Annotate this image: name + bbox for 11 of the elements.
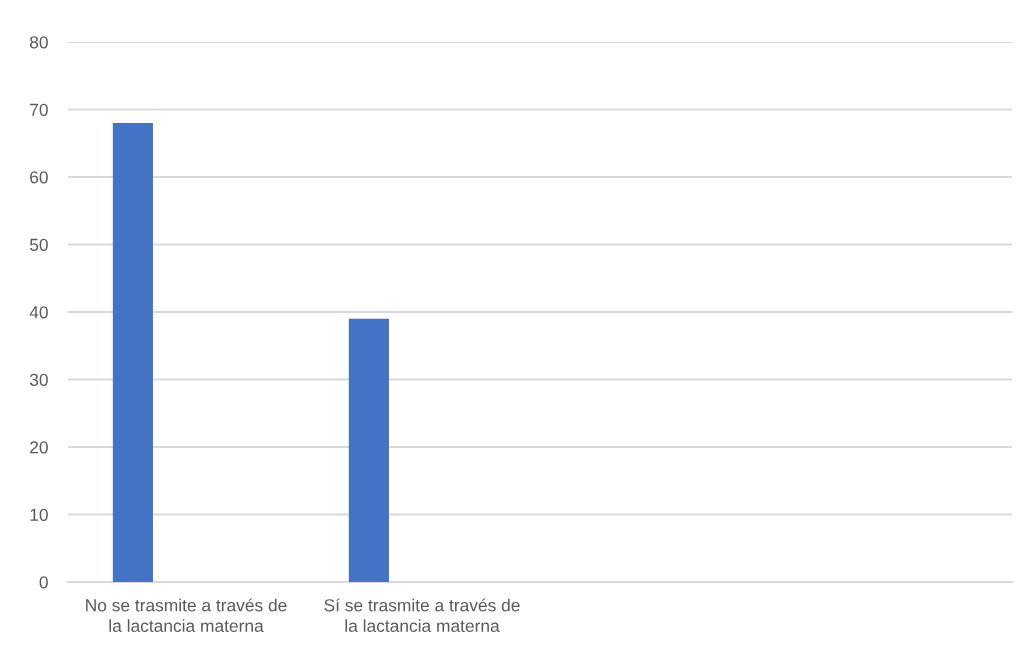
x-tick-label: No se trasmite a través de la lactancia materna — [86, 598, 287, 633]
x-tick-label: Sí se trasmite a través de la lactancia materna — [324, 598, 520, 633]
y-tick-label: 80 — [30, 36, 48, 49]
y-tick-label: 50 — [29, 238, 48, 251]
y-tick-label: 0 — [39, 576, 48, 589]
y-tick-label: 30 — [29, 373, 48, 386]
y-tick-label: 40 — [29, 306, 48, 319]
y-tick-label: 60 — [30, 171, 48, 184]
y-tick-label: 10 — [30, 508, 48, 521]
y-tick-label: 70 — [30, 103, 48, 116]
y-tick-label: 20 — [30, 441, 48, 454]
